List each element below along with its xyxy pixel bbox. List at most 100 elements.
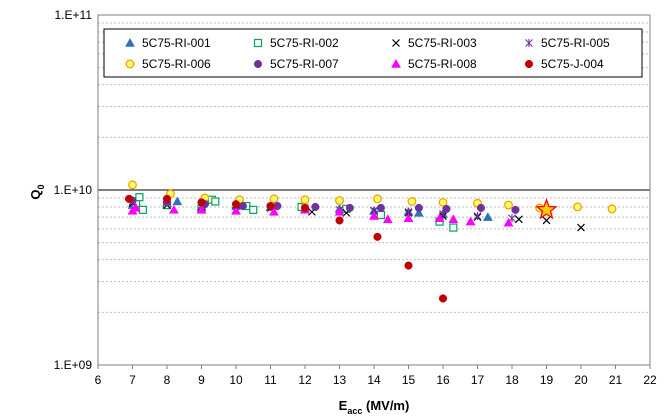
legend-label: 5C75-RI-001: [142, 36, 211, 50]
legend-marker: [391, 58, 401, 68]
data-point: [573, 202, 582, 212]
y-tick-label: 1.E+09: [54, 358, 93, 372]
data-point: [511, 205, 520, 214]
legend-item: 5C75-RI-008: [391, 57, 477, 71]
y-axis-label: Q0: [28, 184, 46, 199]
data-point: [473, 212, 482, 221]
x-tick-label: 15: [402, 373, 416, 387]
data-point: [514, 215, 523, 224]
data-point: [211, 197, 220, 206]
data-point: [249, 205, 258, 214]
data-point: [407, 197, 417, 206]
x-tick-label: 14: [367, 373, 381, 387]
data-point: [403, 213, 414, 222]
data-point: [231, 205, 241, 215]
y-axis-label-main: Q: [28, 189, 43, 199]
legend-marker: [253, 38, 263, 48]
data-point: [300, 203, 310, 212]
y-axis-label-subscript: 0: [36, 184, 46, 189]
legend-label: 5C75-J-004: [541, 57, 604, 71]
data-point: [503, 217, 514, 227]
data-point: [135, 193, 144, 202]
legend-item: 5C75-RI-005: [525, 36, 610, 50]
legend-label: 5C75-RI-007: [270, 57, 339, 71]
data-point: [238, 201, 247, 211]
x-tick-label: 9: [198, 373, 205, 387]
highlight-star-marker: [535, 198, 558, 220]
x-tick-label: 19: [540, 373, 554, 387]
data-point: [442, 204, 451, 213]
data-point: [434, 213, 445, 222]
data-point: [382, 214, 393, 224]
data-point: [438, 294, 448, 303]
x-tick-label: 17: [471, 373, 485, 387]
legend-item: 5C75-J-004: [524, 57, 604, 71]
data-point: [376, 210, 385, 220]
data-point: [438, 197, 448, 207]
legend-marker: [125, 37, 135, 47]
x-tick-label: 20: [574, 373, 588, 387]
legend-item: 5C75-RI-002: [253, 36, 339, 50]
y-tick-label: 1.E+10: [54, 183, 93, 197]
x-tick-label: 11: [264, 373, 277, 387]
data-point: [125, 194, 134, 203]
legend-label: 5C75-RI-002: [270, 36, 339, 50]
data-point: [168, 204, 179, 214]
series-5C75-RI-008: [127, 202, 514, 227]
data-point: [373, 194, 382, 204]
data-point: [542, 216, 551, 225]
legend-item: 5C75-RI-001: [125, 36, 211, 50]
legend-label: 5C75-RI-005: [541, 36, 610, 50]
legend-marker: [525, 39, 533, 47]
data-point: [504, 200, 513, 210]
data-point: [197, 198, 206, 207]
legend-marker: [253, 59, 263, 69]
legend-label: 5C75-RI-008: [408, 57, 477, 71]
data-point: [311, 202, 320, 212]
data-point: [345, 203, 354, 212]
legend-label: 5C75-RI-006: [142, 57, 211, 71]
x-tick-label: 16: [436, 373, 450, 387]
legend: 5C75-RI-001 5C75-RI-002 5C75-RI-003 5C75-RI…: [103, 28, 643, 78]
legend-item: 5C75-RI-007: [253, 57, 339, 71]
data-point: [162, 194, 172, 203]
legend-label: 5C75-RI-003: [408, 36, 477, 50]
x-tick-label: 10: [229, 373, 243, 387]
x-tick-label: 18: [505, 373, 519, 387]
data-point: [449, 223, 458, 232]
data-point: [607, 204, 617, 214]
data-markers: [125, 180, 617, 303]
data-point: [476, 203, 486, 212]
data-point: [373, 232, 382, 241]
x-tick-label: 8: [164, 373, 171, 387]
legend-item: 5C75-RI-003: [392, 36, 477, 50]
data-point: [269, 206, 279, 216]
x-tick-label: 12: [298, 373, 312, 387]
x-tick-label: 6: [95, 373, 102, 387]
legend-marker: [125, 59, 135, 69]
y-tick-label: 1.E+11: [55, 8, 93, 22]
data-point: [172, 196, 183, 206]
x-tick-label: 22: [643, 373, 657, 387]
legend-marker: [524, 59, 534, 69]
x-axis-label: Eacc (MV/m): [339, 398, 410, 416]
data-point: [131, 202, 141, 212]
data-point: [404, 261, 413, 270]
data-point: [369, 211, 379, 220]
data-point: [128, 180, 137, 190]
data-point: [482, 212, 493, 221]
series-5C75-RI-007: [128, 196, 520, 214]
data-point: [448, 214, 459, 224]
data-point: [577, 223, 585, 232]
data-point: [413, 207, 424, 217]
data-point: [414, 203, 423, 212]
data-point: [269, 194, 279, 204]
data-point: [465, 216, 476, 226]
data-point: [196, 204, 207, 214]
data-point: [266, 201, 275, 211]
data-point: [335, 196, 344, 206]
x-tick-label: 13: [333, 373, 347, 387]
data-point: [138, 205, 147, 214]
data-point: [300, 195, 310, 205]
